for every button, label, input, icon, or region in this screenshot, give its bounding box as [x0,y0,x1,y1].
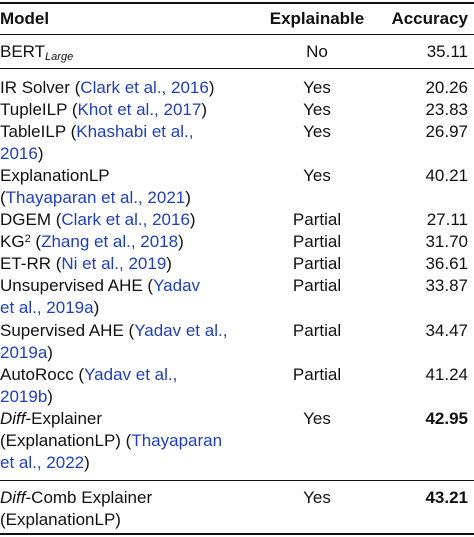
model-cell: Diff-Explainer (ExplanationLP) (Thayapara… [0,408,262,474]
citation-link[interactable]: 2019b [0,387,48,406]
explainable-cell: Partial [292,321,342,340]
header-explainable: Explainable [269,9,365,28]
paren: ) [185,188,191,207]
explainable-cell: Yes [303,78,331,97]
citation-link[interactable]: Yadav et al., [134,321,228,340]
model-cell: BERTLarge [0,41,262,65]
explainable-cell: Partial [292,365,342,384]
accuracy-cell: 43.21 [425,488,468,507]
paren: ) [47,343,53,362]
model-name: -Comb Explainer [25,488,153,507]
model-cell: ET-RR (Ni et al., 2019) [0,253,262,275]
citation-link[interactable]: Thayaparan et al., 2021 [5,188,186,207]
model-name: ET-RR ( [0,254,62,273]
model-name: AutoRocc ( [0,365,85,384]
header-accuracy: Accuracy [391,9,468,28]
model-cell: TableILP (Khashabi et al., 2016) [0,121,262,165]
citation-link[interactable]: Yadav [153,276,201,295]
citation-link[interactable]: Ni et al., 2019 [61,254,167,273]
model-superscript: 2 [24,233,31,245]
model-cell: Supervised AHE (Yadav et al., 2019a) [0,320,262,364]
model-name: TupleILP ( [0,100,78,119]
model-name: TableILP ( [0,122,77,141]
model-variant: (ExplanationLP) ( [0,431,132,450]
accuracy-cell: 31.70 [425,232,468,251]
accuracy-cell: 36.61 [425,254,468,273]
paren: ) [37,144,44,163]
accuracy-cell: 40.21 [425,166,468,185]
accuracy-cell: 23.83 [425,100,468,119]
citation-link[interactable]: Khot et al., 2017 [77,100,202,119]
model-cell: AutoRocc (Yadav et al., 2019b) [0,364,262,408]
accuracy-cell: 27.11 [426,210,468,229]
citation-link[interactable]: Zhang et al., 2018 [41,232,179,251]
citation-link[interactable]: Khashabi et al., [76,122,194,141]
paren: ) [208,78,215,97]
explainable-cell: Yes [303,100,331,119]
model-name: Supervised AHE ( [0,321,135,340]
header-rule [0,34,474,35]
row-rule [0,68,474,69]
header-model: Model [0,9,50,28]
citation-link[interactable]: et al., 2019a [0,298,94,317]
accuracy-cell: 35.11 [426,42,468,61]
accuracy-cell: 26.97 [425,122,468,141]
explainable-cell: Partial [292,210,342,229]
model-cell: ExplanationLP (Thayaparan et al., 2021) [0,165,262,209]
accuracy-cell: 34.47 [425,321,468,340]
accuracy-cell: 20.26 [425,78,468,97]
explainable-cell: Partial [292,254,342,273]
explainable-cell: Partial [292,232,342,251]
accuracy-cell: 33.87 [425,276,468,295]
model-name: -Explainer [25,409,103,428]
model-variant: (ExplanationLP) [0,510,121,529]
explainable-cell: Yes [303,122,331,141]
row-rule [0,480,474,481]
model-cell: DGEM (Clark et al., 2016) [0,209,262,231]
citation-link[interactable]: Yadav et al., [84,365,178,384]
model-cell: Unsupervised AHE (Yadav et al., 2019a) [0,275,262,319]
accuracy-cell: 41.24 [425,365,468,384]
explainable-cell: Yes [303,166,331,185]
paren: ) [178,232,184,251]
paren: ) [47,387,53,406]
explainable-cell: Yes [303,488,331,507]
citation-link[interactable]: Clark et al., 2016 [80,78,209,97]
model-name: DGEM ( [0,210,62,229]
paren: ) [84,453,90,472]
citation-link[interactable]: Clark et al., 2016 [61,210,190,229]
paren: ) [93,298,100,317]
citation-link[interactable]: 2016 [0,144,38,163]
explainable-cell: Partial [292,276,342,295]
model-cell: IR Solver (Clark et al., 2016) [0,77,262,99]
model-name: BERT [0,42,46,61]
model-name: ExplanationLP [0,166,110,185]
top-rule [0,2,474,4]
model-name: IR Solver ( [0,78,81,97]
paren: ) [166,254,172,273]
model-cell: KG2 (Zhang et al., 2018) [0,231,262,253]
bottom-rule [0,533,474,535]
model-name: KG [0,232,25,251]
model-cell: Diff-Comb Explainer (ExplanationLP) [0,487,262,531]
model-name-italic: Diff [0,409,26,428]
paren: ( [0,188,6,207]
explainable-cell: No [306,42,328,61]
explainable-cell: Yes [303,409,331,428]
accuracy-cell: 42.95 [425,409,468,428]
model-cell: TupleILP (Khot et al., 2017) [0,99,262,121]
model-name: Unsupervised AHE ( [0,276,154,295]
paren: ) [189,210,196,229]
citation-link[interactable]: Thayaparan [131,431,223,450]
model-subscript: Large [45,51,74,63]
citation-link[interactable]: 2019a [0,343,48,362]
paren: ) [201,100,207,119]
paren: ( [30,232,42,251]
citation-link[interactable]: et al., 2022 [0,453,85,472]
model-name-italic: Diff [0,488,26,507]
